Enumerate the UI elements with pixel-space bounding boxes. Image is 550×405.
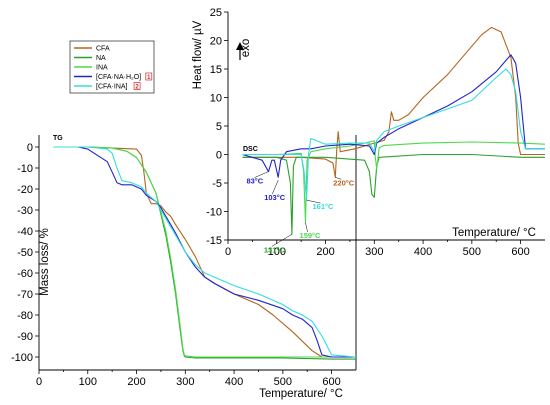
- tg-x-tick-label: 200: [127, 376, 145, 388]
- annotation-label: 161°C: [313, 202, 335, 211]
- tg-y-tick-label: 0: [27, 142, 33, 154]
- dsc-x-tick-label: 100: [268, 246, 286, 258]
- exo-arrow-head: [236, 42, 244, 50]
- tg-y-axis-label: Mass loss/ %: [39, 228, 51, 296]
- annotation-label: 220°C: [333, 178, 355, 187]
- annotation-leader: [335, 177, 342, 180]
- tg-series-cfa-ina: [53, 146, 357, 358]
- legend-label: [CFA·INA]: [96, 84, 128, 91]
- tg-x-tick-label: 300: [176, 376, 194, 388]
- legend-items: CFA NA INA [CFA·NA·H₂O] 1 [CFA·INA] 2: [74, 46, 153, 91]
- tg-series-cfa: [53, 146, 356, 358]
- dsc-x-tick-label: 200: [316, 246, 334, 258]
- dsc-y-tick-label: -5: [212, 178, 222, 190]
- dsc-y-tick-label: -10: [206, 207, 222, 219]
- tg-series-cfa-na-h2o: [53, 146, 356, 358]
- tg-y-tick-label: -60: [17, 268, 33, 280]
- tg-y-tick-label: -90: [17, 331, 33, 343]
- dsc-x-tick-label: 0: [225, 246, 231, 258]
- dsc-y-tick-label: 15: [210, 64, 222, 76]
- annotation-label: 103°C: [264, 193, 286, 202]
- tg-x-tick-label: 500: [274, 376, 292, 388]
- tg-x-axis-label: Temperature/ °C: [259, 388, 343, 400]
- dsc-ticks: 0 100 200 300 400 500 600 -15 -10 -5 0 5 10 15 20 25: [206, 7, 530, 258]
- legend-badge-box: [145, 72, 153, 81]
- dsc-x-axis-label: Temperature/ °C: [452, 227, 536, 239]
- dsc-series-na: [242, 153, 545, 235]
- tg-y-tick-label: -40: [17, 226, 33, 238]
- tg-y-tick-label: -100: [11, 352, 33, 364]
- dsc-y-axis-label: Heat flow/ µV: [192, 20, 204, 89]
- annotation-leader: [254, 171, 269, 178]
- tg-series-group: [53, 146, 357, 360]
- dsc-series-ina: [242, 140, 546, 224]
- legend-label: INA: [96, 65, 108, 72]
- dsc-y-tick-label: 10: [210, 93, 222, 105]
- exo-label: exo: [240, 39, 252, 58]
- tg-y-tick-label: -70: [17, 289, 33, 301]
- legend-label: [CFA·NA·H₂O]: [96, 74, 141, 81]
- legend-label: NA: [96, 55, 106, 62]
- tg-y-tick-label: -10: [17, 163, 33, 175]
- legend-badge-number: 1: [147, 75, 151, 81]
- dsc-tag: DSC: [243, 146, 258, 153]
- annotation-leader: [271, 234, 293, 247]
- tg-series-na: [53, 146, 356, 360]
- dsc-series-cfa-ina: [242, 68, 545, 201]
- dsc-x-tick-label: 500: [463, 246, 481, 258]
- tg-ticks: 0 100 200 300 400 500 6000-10-20-30-40-50-60-7…: [11, 142, 341, 388]
- annotation-label: 131°C: [264, 245, 286, 254]
- dsc-x-tick-label: 600: [511, 246, 529, 258]
- annotation-label: 83°C: [246, 177, 263, 186]
- dsc-y-tick-label: 0: [216, 150, 222, 162]
- exo-indicator: exo: [236, 39, 252, 60]
- tg-x-tick-label: 0: [36, 376, 42, 388]
- legend-label: CFA: [96, 46, 110, 53]
- dsc-y-tick-label: 25: [210, 7, 222, 19]
- legend: CFA NA INA [CFA·NA·H₂O] 1 [CFA·INA] 2: [69, 40, 155, 94]
- dsc-panel: 0 100 200 300 400 500 600 -15 -10 -5 0 5 10 15 20 25 DS…: [192, 7, 546, 258]
- tg-series-ina: [53, 146, 356, 358]
- tg-panel: 0 100 200 300 400 500 6000-10-20-30-40-50-60-7…: [11, 135, 357, 400]
- dsc-x-tick-label: 300: [365, 246, 383, 258]
- tg-y-tick-label: -20: [17, 184, 33, 196]
- tg-tag: TG: [53, 135, 63, 142]
- legend-badge-box: [133, 82, 141, 90]
- tg-y-tick-label: -80: [17, 310, 33, 322]
- dsc-x-tick-label: 400: [414, 246, 432, 258]
- annotation-label: 159°C: [300, 231, 322, 240]
- dsc-y-tick-label: -15: [206, 235, 222, 247]
- dsc-series-cfa-na-h2o: [242, 54, 545, 178]
- tg-y-tick-label: -50: [17, 247, 33, 259]
- dsc-series-group: [242, 26, 546, 235]
- dsc-y-tick-label: 20: [210, 36, 222, 48]
- tg-x-tick-label: 400: [225, 376, 243, 388]
- legend-badge-number: 2: [135, 84, 139, 90]
- tg-x-tick-label: 600: [322, 376, 340, 388]
- dsc-y-tick-label: 5: [216, 121, 222, 133]
- tg-x-tick-label: 100: [79, 376, 97, 388]
- dsc-series-cfa: [242, 26, 545, 178]
- annotation-leader: [272, 180, 279, 195]
- annotation-leader: [306, 199, 321, 204]
- tg-y-tick-label: -30: [17, 205, 33, 217]
- annotation-leader: [305, 222, 308, 232]
